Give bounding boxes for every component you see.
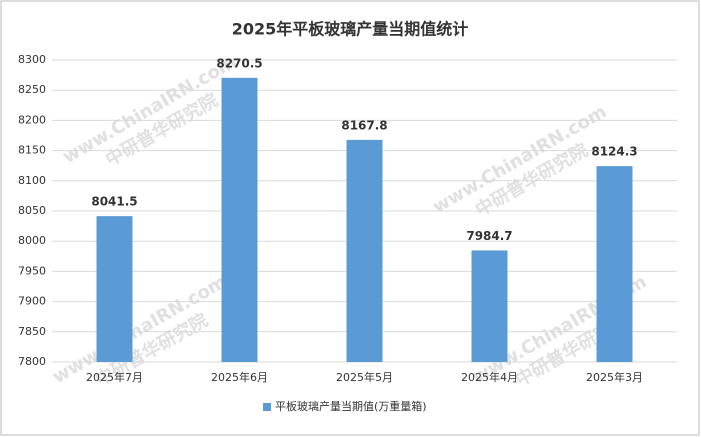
x-tick-label: 2025年4月	[461, 370, 518, 384]
x-tick-label: 2025年7月	[86, 370, 143, 384]
y-tick-label: 8200	[18, 113, 46, 126]
bar	[346, 139, 383, 362]
x-tick-label: 2025年6月	[211, 370, 268, 384]
legend-swatch	[263, 403, 271, 411]
y-tick-label: 7800	[18, 355, 46, 368]
x-tick-label: 2025年5月	[336, 370, 393, 384]
y-tick-label: 7950	[18, 264, 46, 277]
bar	[471, 250, 508, 362]
bar	[596, 166, 633, 362]
y-tick-label: 8300	[18, 53, 46, 66]
value-label: 8124.3	[591, 145, 637, 159]
value-label: 8167.8	[341, 118, 387, 132]
bar	[221, 77, 258, 363]
legend-label: 平板玻璃产量当期值(万重量箱)	[275, 399, 427, 413]
chart-title: 2025年平板玻璃产量当期值统计	[232, 20, 469, 39]
bar	[96, 216, 133, 362]
y-tick-label: 7850	[18, 325, 46, 338]
value-label: 7984.7	[466, 229, 512, 243]
value-label: 8041.5	[91, 195, 137, 209]
y-tick-label: 8250	[18, 83, 46, 96]
y-tick-label: 8150	[18, 144, 46, 157]
y-tick-label: 8000	[18, 234, 46, 247]
y-tick-label: 7900	[18, 295, 46, 308]
y-tick-label: 8050	[18, 204, 46, 217]
y-tick-label: 8100	[18, 174, 46, 187]
x-tick-label: 2025年3月	[586, 370, 643, 384]
value-label: 8270.5	[216, 56, 262, 70]
